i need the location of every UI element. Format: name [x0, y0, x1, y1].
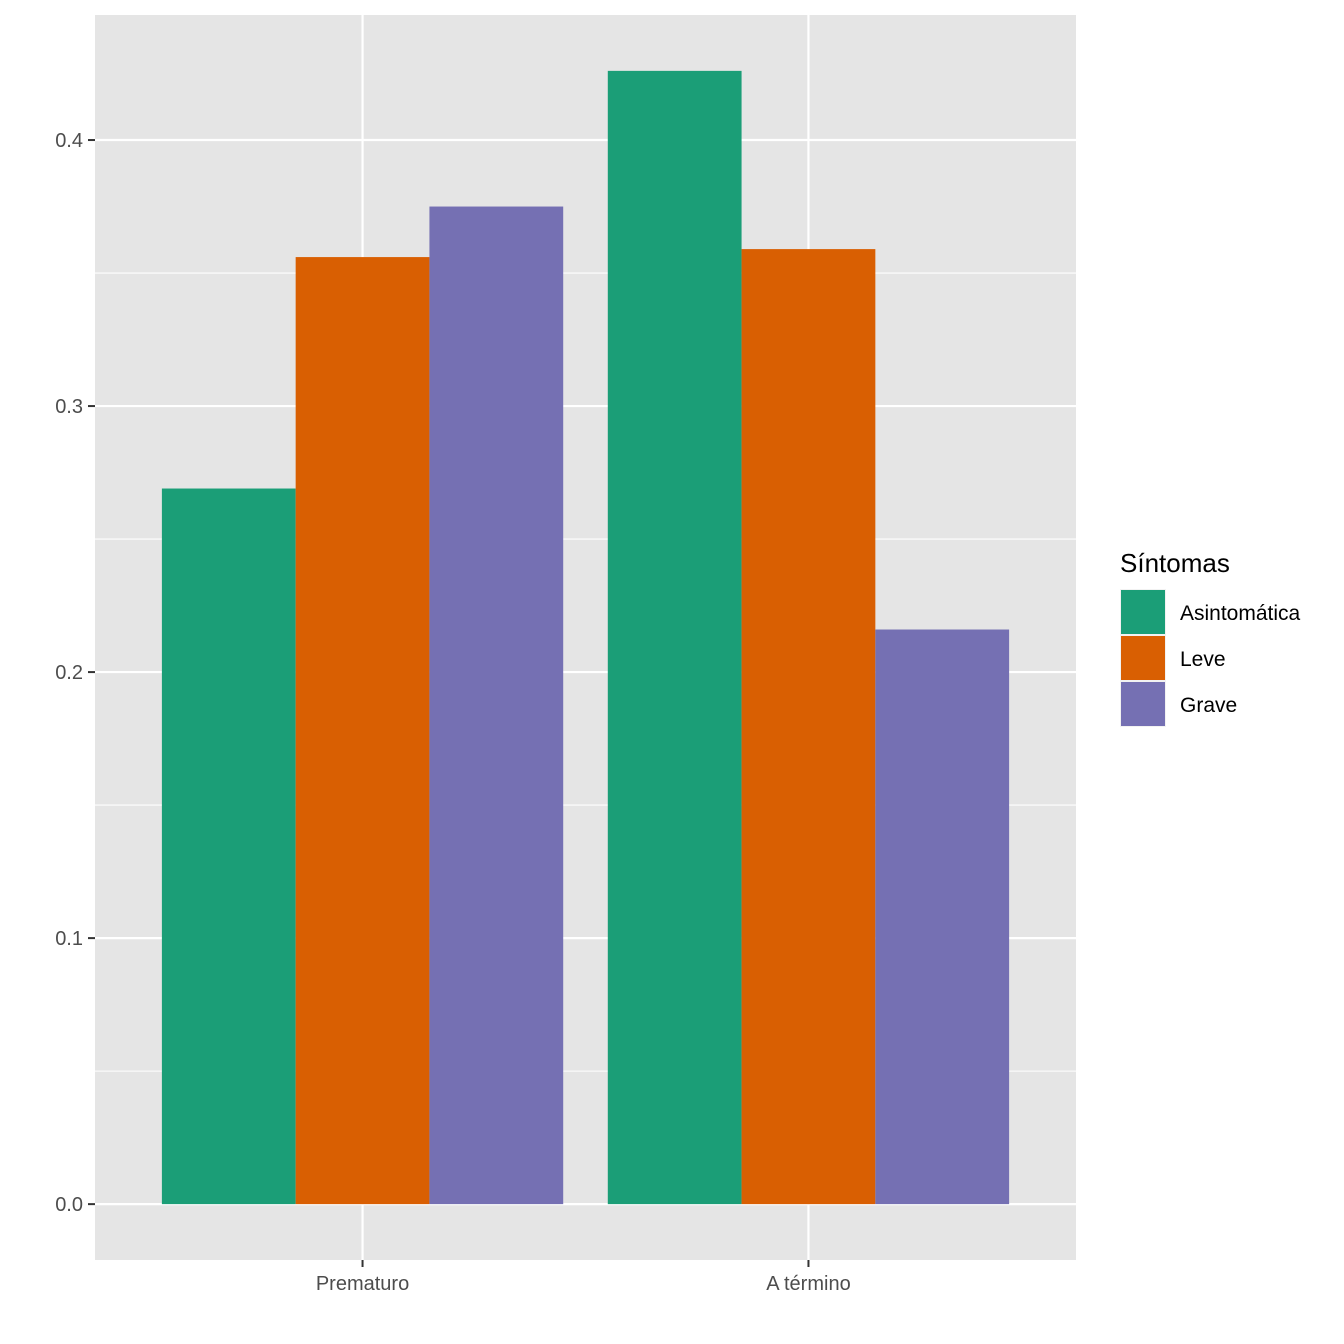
bar — [429, 206, 564, 1205]
bar — [295, 257, 430, 1205]
x-axis: Prematuro A término — [316, 1260, 851, 1295]
y-tick-label: 0.4 — [55, 130, 83, 152]
legend-title: Síntomas — [1120, 548, 1230, 578]
bar — [161, 488, 296, 1205]
bar — [741, 249, 876, 1205]
legend: Síntomas Asintomática Leve Grave — [1120, 548, 1301, 727]
legend-label: Asintomática — [1180, 602, 1301, 625]
bars — [161, 70, 1010, 1205]
bar — [607, 70, 742, 1205]
legend-key — [1121, 682, 1165, 726]
y-axis: 0.0 0.1 0.2 0.3 0.4 — [55, 130, 95, 1216]
y-tick-label: 0.1 — [55, 928, 83, 950]
x-tick-label: Prematuro — [316, 1273, 409, 1295]
y-tick-label: 0.2 — [55, 662, 83, 684]
y-tick-label: 0.3 — [55, 396, 83, 418]
y-tick-label: 0.0 — [55, 1194, 83, 1216]
legend-key — [1121, 590, 1165, 634]
legend-label: Grave — [1180, 694, 1237, 717]
x-tick-label: A término — [766, 1273, 850, 1295]
bar — [875, 629, 1010, 1205]
legend-label: Leve — [1180, 648, 1226, 671]
legend-key — [1121, 636, 1165, 680]
